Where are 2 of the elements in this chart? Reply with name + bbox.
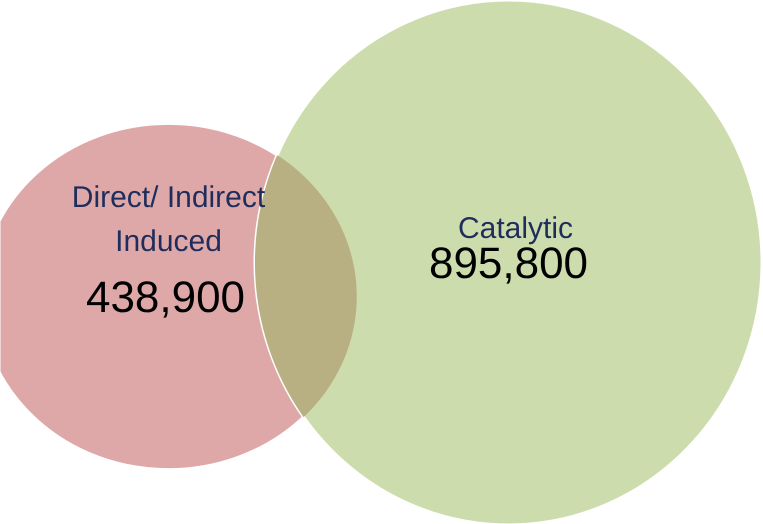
category-label: Direct/ Indirect Induced <box>72 181 266 258</box>
data-label: 438,900 <box>86 273 246 322</box>
